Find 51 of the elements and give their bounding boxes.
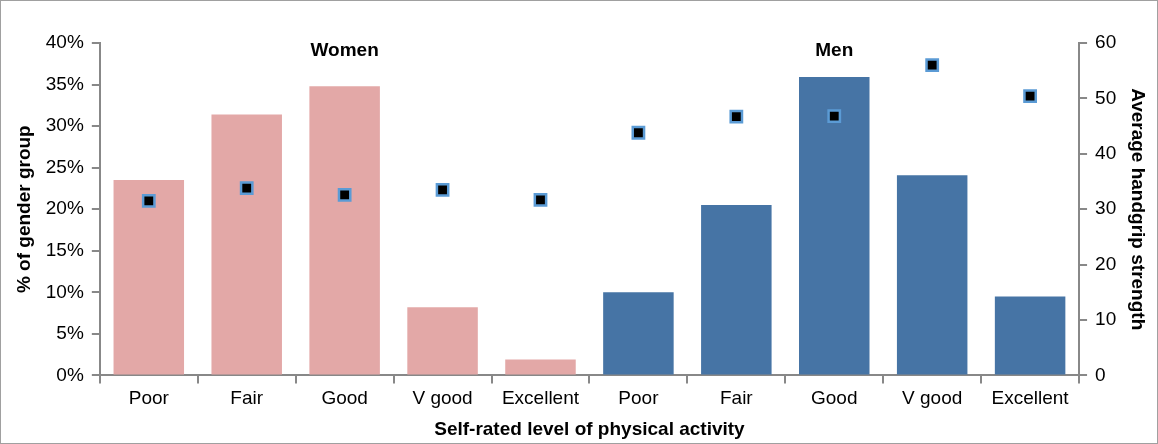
point — [337, 187, 352, 202]
bar — [407, 307, 478, 375]
y-tick-label: 15% — [45, 238, 84, 260]
point — [533, 192, 548, 207]
y-tick-label: 0% — [56, 363, 84, 385]
bar — [211, 114, 282, 375]
x-tick-label: Fair — [719, 387, 754, 409]
point — [631, 125, 646, 140]
point — [435, 182, 450, 197]
series-label: Women — [310, 38, 379, 60]
x-axis-title: Self-rated level of physical activity — [434, 417, 746, 439]
y-tick-label: 20% — [45, 197, 84, 219]
bar — [701, 205, 772, 375]
y2-tick-label: 20 — [1095, 252, 1117, 274]
x-tick-label: Good — [811, 387, 858, 409]
series-label: Men — [815, 38, 854, 60]
bar — [309, 86, 380, 375]
bar — [994, 296, 1066, 375]
y-tick-label: 35% — [45, 72, 84, 94]
y-tick-label: 40% — [45, 31, 84, 53]
y2-tick-label: 30 — [1095, 197, 1117, 219]
point — [1023, 89, 1038, 104]
y-axis-title: % of gender group — [12, 125, 34, 294]
y-tick-label: 30% — [45, 114, 84, 136]
y2-tick-label: 40 — [1095, 142, 1117, 164]
bar — [505, 359, 576, 375]
x-tick-label: Good — [321, 387, 368, 409]
x-tick-label: Poor — [618, 387, 660, 409]
y-tick-label: 10% — [45, 280, 84, 302]
x-tick-label: V good — [902, 387, 963, 409]
x-tick-label: Excellent — [501, 387, 580, 409]
y2-tick-label: 60 — [1095, 31, 1117, 53]
bar — [799, 77, 870, 375]
y2-tick-label: 10 — [1095, 308, 1117, 330]
point — [827, 109, 842, 124]
y-tick-label: 5% — [56, 322, 84, 344]
bar — [896, 175, 968, 375]
x-tick-label: Fair — [230, 387, 264, 409]
y2-tick-label: 0 — [1095, 363, 1106, 385]
x-tick-label: Excellent — [991, 387, 1070, 409]
x-tick-label: Poor — [128, 387, 170, 409]
bar — [113, 180, 185, 375]
y2-tick-label: 50 — [1095, 86, 1117, 108]
y2-axis-title: Average handgrip strength — [1128, 88, 1150, 331]
y-tick-label: 25% — [45, 155, 84, 177]
point — [729, 109, 744, 124]
point — [239, 181, 254, 196]
point — [925, 58, 940, 73]
point — [141, 193, 156, 208]
x-tick-label: V good — [412, 387, 473, 409]
bar — [603, 292, 674, 375]
